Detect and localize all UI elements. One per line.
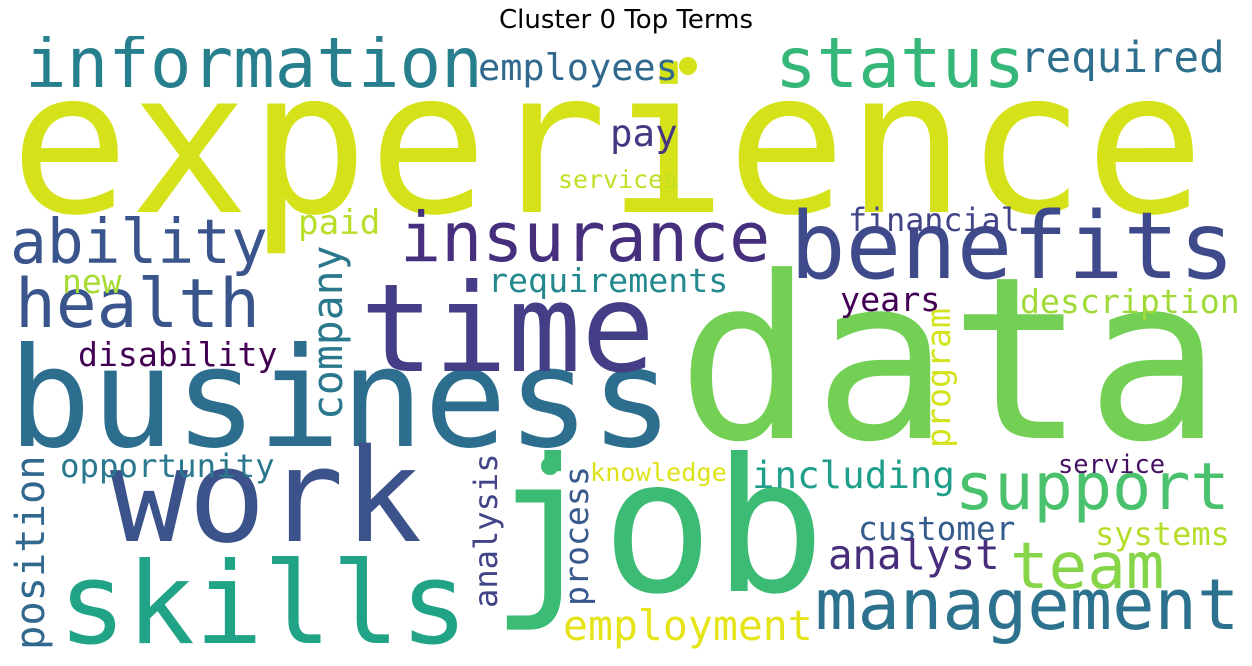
- word-requirements: requirements: [488, 261, 729, 300]
- word-analysis: analysis: [467, 453, 505, 608]
- word-analyst: analyst: [828, 531, 1000, 579]
- word-data: data: [677, 229, 1222, 492]
- word-insurance: insurance: [400, 199, 771, 278]
- word-services: services: [558, 165, 679, 194]
- word-information: information: [25, 36, 483, 104]
- word-employees: employees: [478, 46, 678, 89]
- word-pay: pay: [610, 111, 678, 155]
- word-new: new: [62, 262, 122, 301]
- word-knowledge: knowledge: [590, 458, 727, 487]
- word-required: required: [1020, 36, 1225, 83]
- word-including: including: [752, 453, 955, 497]
- word-time: time: [360, 257, 656, 400]
- word-position: position: [8, 455, 54, 650]
- word-description: description: [1020, 282, 1240, 321]
- word-paid: paid: [298, 203, 381, 243]
- word-work: work: [110, 421, 422, 572]
- word-employment: employment: [563, 601, 813, 650]
- word-support: support: [955, 449, 1230, 525]
- word-process: process: [557, 466, 596, 606]
- chart-title: Cluster 0 Top Terms: [498, 5, 754, 35]
- word-systems: systems: [1095, 515, 1230, 553]
- word-team: team: [1010, 529, 1165, 604]
- dot-mark: [541, 457, 559, 475]
- word-opportunity: opportunity: [60, 447, 275, 485]
- word-cloud: experience data business job time work skills b…: [8, 36, 1244, 658]
- word-experience: experience: [10, 36, 1205, 259]
- word-status: status: [775, 36, 1026, 104]
- word-business: business: [8, 318, 674, 479]
- word-ability: ability: [10, 207, 268, 278]
- word-skills: skills: [58, 538, 469, 658]
- word-benefits: benefits: [790, 192, 1235, 300]
- word-years: years: [840, 280, 941, 319]
- word-company: company: [304, 245, 352, 420]
- word-disability: disability: [78, 335, 278, 374]
- word-program: program: [919, 308, 958, 448]
- dot-mark: [679, 57, 697, 75]
- word-financial: financial: [848, 203, 1020, 239]
- word-health: health: [15, 264, 260, 343]
- word-management: management: [815, 564, 1240, 646]
- word-service: service: [1058, 449, 1166, 479]
- word-customer: customer: [858, 510, 1016, 548]
